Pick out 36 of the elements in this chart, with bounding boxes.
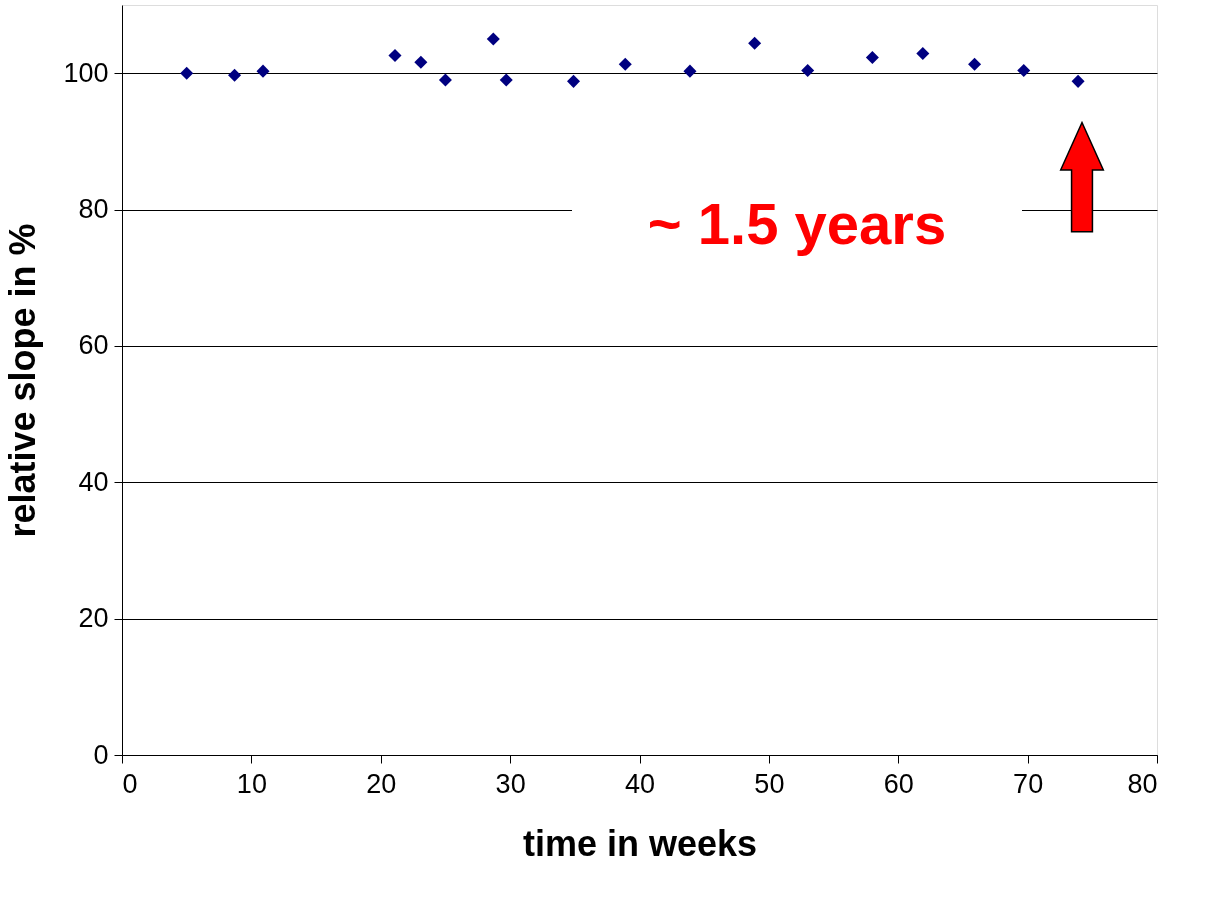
- x-tick-label: 20: [366, 768, 397, 799]
- y-axis-title: relative slope in %: [2, 223, 44, 538]
- x-tick-label: 70: [1013, 768, 1044, 799]
- y-tick-label: 0: [93, 739, 109, 770]
- y-tick-label: 40: [78, 466, 109, 497]
- point: [618, 57, 632, 71]
- y-tick-label: 20: [78, 603, 109, 634]
- point: [968, 57, 982, 71]
- x-tick-label: 10: [236, 768, 267, 799]
- point: [748, 36, 762, 50]
- point: [801, 63, 815, 77]
- point: [438, 73, 452, 87]
- x-axis-title: time in weeks: [522, 822, 758, 864]
- y-tick-label: 80: [78, 194, 109, 225]
- point: [256, 64, 270, 78]
- point: [1017, 63, 1031, 77]
- x-tick-label: 30: [495, 768, 526, 799]
- point: [180, 66, 194, 80]
- x-tick-label: 80: [1127, 768, 1158, 799]
- point: [414, 55, 428, 69]
- y-tick-label: 100: [63, 57, 109, 88]
- point: [865, 50, 879, 65]
- point: [683, 64, 697, 78]
- y-tick-label: 60: [78, 330, 109, 361]
- point: [228, 68, 242, 82]
- point: [567, 74, 581, 88]
- point: [388, 48, 402, 62]
- x-tick-label: 0: [122, 768, 138, 799]
- x-tick-label: 60: [883, 768, 914, 799]
- x-tick-label: 50: [754, 768, 785, 799]
- point: [916, 46, 930, 60]
- x-tick-label: 40: [624, 768, 656, 799]
- point: [1071, 74, 1085, 88]
- annotation: ~ 1.5 years: [647, 191, 947, 256]
- point: [499, 73, 513, 87]
- point: [486, 32, 500, 46]
